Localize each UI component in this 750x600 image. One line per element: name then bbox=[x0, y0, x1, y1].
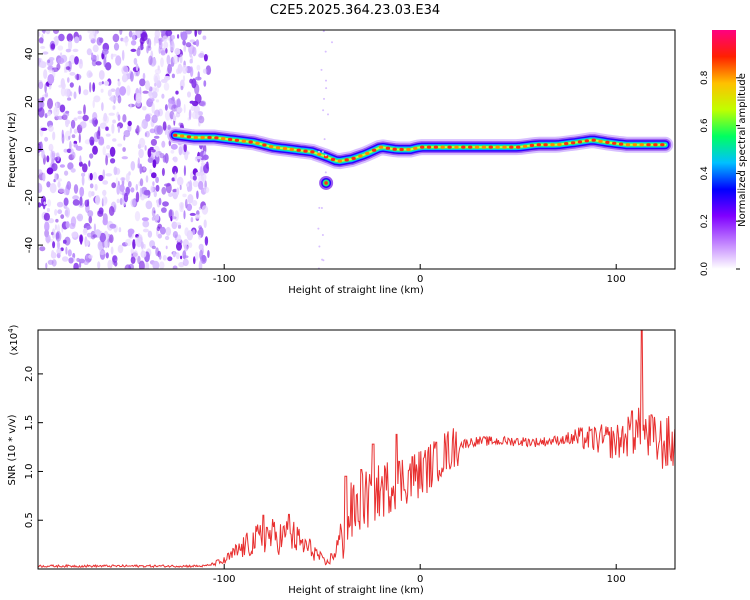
spectrogram-y-tick-label: -40 bbox=[24, 237, 35, 253]
snr-x-tick-label: -100 bbox=[213, 574, 236, 585]
spectrogram-x-tick-label: -100 bbox=[213, 274, 236, 285]
spectrogram-image bbox=[38, 30, 674, 269]
snr-panel: -100 0 100 0.5 1.0 1.5 2.0 Height of straight… bbox=[7, 324, 676, 596]
spectrogram-x-tick-label: 100 bbox=[607, 274, 626, 285]
spectrogram-y-tick-label: 40 bbox=[24, 48, 35, 61]
colorbar-label: Normalized spectral amplitude bbox=[737, 73, 748, 227]
snr-plot-area bbox=[38, 330, 675, 569]
snr-y-tick-label: 1.0 bbox=[24, 463, 35, 479]
colorbar-gradient bbox=[712, 30, 736, 269]
spectrogram-y-tick-label: 0 bbox=[24, 146, 35, 152]
snr-y-label: SNR (10 * v/v) bbox=[7, 414, 18, 485]
snr-y-tick-label: 2.0 bbox=[24, 366, 35, 382]
snr-frame bbox=[37, 329, 676, 570]
chart-title: C2E5.2025.364.23.03.E34 bbox=[270, 3, 440, 18]
colorbar-tick-label: 0.2 bbox=[700, 214, 710, 228]
snr-x-ticks: -100 0 100 bbox=[213, 564, 626, 585]
spectrogram-x-ticks: -100 0 100 bbox=[213, 264, 626, 285]
spectrogram-x-tick-label: 0 bbox=[417, 274, 423, 285]
spectrogram-x-label: Height of straight line (km) bbox=[288, 285, 424, 296]
spectrogram-y-ticks: -40 -20 0 20 40 bbox=[24, 48, 43, 253]
snr-y-tick-label: 1.5 bbox=[24, 415, 35, 431]
spectrogram-y-tick-label: -20 bbox=[24, 189, 35, 205]
signal-band bbox=[167, 30, 674, 269]
snr-y-ticks: 0.5 1.0 1.5 2.0 bbox=[24, 366, 43, 528]
colorbar-ticks: 0.0 0.2 0.4 0.6 0.8 bbox=[700, 70, 740, 276]
svg-text:(x104): (x104) bbox=[7, 324, 20, 355]
snr-y-tick-label: 0.5 bbox=[24, 512, 35, 528]
snr-y-multiplier-exp: 4 bbox=[7, 328, 15, 333]
spectrogram-panel: -100 0 100 -40 -20 0 20 40 Height of straight … bbox=[7, 29, 676, 296]
snr-series-line bbox=[38, 330, 675, 569]
snr-x-label: Height of straight line (km) bbox=[288, 585, 424, 596]
noise-speckles bbox=[38, 30, 212, 269]
colorbar-tick-label: 0.4 bbox=[700, 166, 710, 181]
spectrogram-y-tick-label: 20 bbox=[24, 95, 35, 108]
snr-x-tick-label: 0 bbox=[417, 574, 423, 585]
colorbar-tick-label: 0.8 bbox=[700, 70, 710, 85]
colorbar-tick-label: 0.6 bbox=[700, 118, 710, 133]
snr-y-multiplier: (x104) bbox=[7, 324, 20, 355]
snr-y-multiplier-base: (x10 bbox=[9, 333, 20, 356]
colorbar-tick-label: 0.0 bbox=[700, 262, 710, 277]
colorbar: 0.0 0.2 0.4 0.6 0.8 Normalized spectral ampl… bbox=[700, 30, 748, 276]
spectrogram-y-label: Frequency (Hz) bbox=[7, 112, 18, 188]
snr-y-multiplier-close: ) bbox=[9, 324, 20, 328]
snr-x-tick-label: 100 bbox=[607, 574, 626, 585]
